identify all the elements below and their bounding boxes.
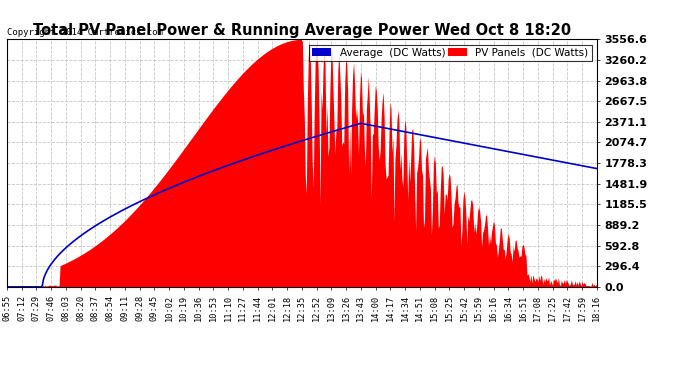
Title: Total PV Panel Power & Running Average Power Wed Oct 8 18:20: Total PV Panel Power & Running Average P… — [33, 23, 571, 38]
Text: Copyright 2014 Cartronics.com: Copyright 2014 Cartronics.com — [7, 28, 163, 37]
Legend: Average  (DC Watts), PV Panels  (DC Watts): Average (DC Watts), PV Panels (DC Watts) — [309, 45, 591, 61]
